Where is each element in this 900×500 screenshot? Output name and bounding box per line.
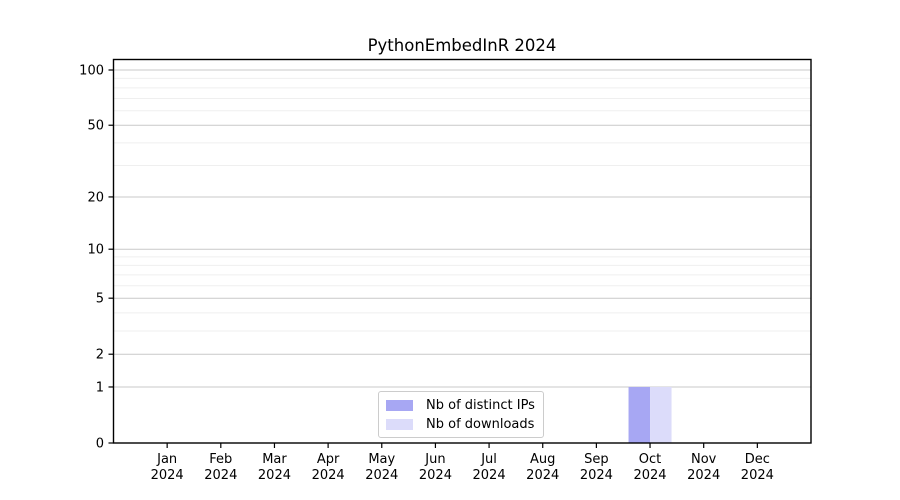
x-tick-label-year: 2024 [633,468,666,483]
chart-title: PythonEmbedInR 2024 [367,36,557,55]
x-tick-label-year: 2024 [312,468,345,483]
x-tick-label-month: Nov [691,452,717,467]
legend-label-downloads: Nb of downloads [426,416,535,432]
x-tick-label-year: 2024 [580,468,613,483]
x-tick-label-year: 2024 [526,468,559,483]
y-tick-label: 5 [96,292,104,307]
y-tick-label: 10 [87,243,104,258]
y-tick-label: 20 [87,190,104,205]
x-tick-label-month: Mar [262,452,287,467]
x-tick-label-year: 2024 [151,468,184,483]
x-tick-label-year: 2024 [473,468,506,483]
x-tick-label-month: Jul [480,452,497,467]
x-tick-label-month: Aug [530,452,555,467]
x-tick-label-month: Jun [424,452,445,467]
y-tick-label: 0 [96,437,104,452]
bar-distinct-ips-oct [628,386,651,443]
x-tick-label-month: Jan [156,452,177,467]
y-tick-label: 100 [79,64,104,79]
legend-box: Nb of distinct IPs Nb of downloads [378,391,544,438]
legend-item-downloads: Nb of downloads [386,416,536,432]
legend-swatch-downloads [386,418,413,430]
x-tick-label-month: Oct [639,452,661,467]
bar-downloads-oct [650,386,672,443]
x-tick-label-year: 2024 [419,468,452,483]
legend-item-distinct-ips: Nb of distinct IPs [386,397,536,413]
legend-label-distinct-ips: Nb of distinct IPs [426,397,535,413]
plot-border [112,58,812,444]
x-tick-label-year: 2024 [258,468,291,483]
x-tick-label-year: 2024 [741,468,774,483]
x-tick-label-year: 2024 [365,468,398,483]
legend-swatch-distinct-ips [386,399,413,411]
x-tick-label-month: Sep [584,452,609,467]
x-tick-label-month: Dec [745,452,770,467]
x-tick-label-year: 2024 [204,468,237,483]
x-tick-label-month: Apr [317,452,340,467]
y-tick-label: 1 [96,380,104,395]
y-tick-label: 50 [87,119,104,134]
x-tick-label-month: May [368,452,395,467]
x-tick-label-month: Feb [209,452,232,467]
y-tick-label: 2 [96,348,104,363]
x-tick-label-year: 2024 [687,468,720,483]
